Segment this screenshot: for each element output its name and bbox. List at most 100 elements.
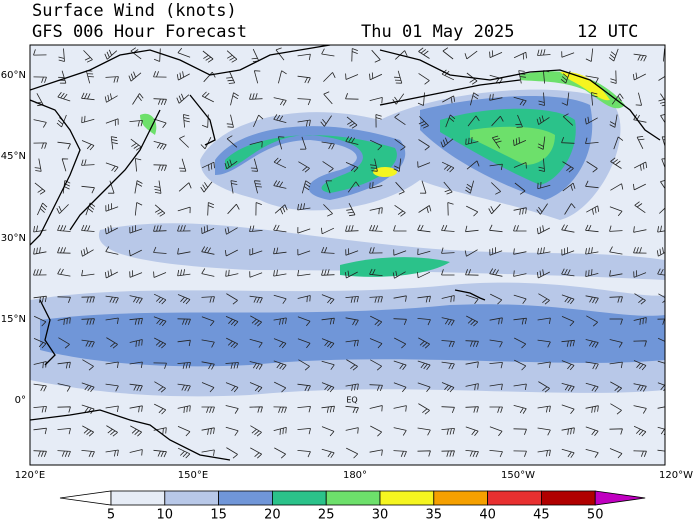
wind-barb <box>321 48 335 57</box>
wind-barb <box>418 403 430 415</box>
wind-barb <box>129 249 142 257</box>
wind-barb <box>441 382 455 393</box>
wind-barb <box>442 95 456 104</box>
wind-barb <box>610 157 622 169</box>
wind-barb <box>561 294 575 305</box>
wind-barb <box>105 449 119 457</box>
wind-barb <box>249 271 263 278</box>
lat-label: 30°N <box>1 233 26 244</box>
wind-barb <box>369 405 383 412</box>
wind-barb <box>153 449 167 458</box>
wind-barb <box>297 227 311 234</box>
wind-barb <box>201 114 209 128</box>
wind-barb <box>513 383 527 390</box>
wind-barb <box>273 97 287 106</box>
wind-barb <box>560 70 571 84</box>
wind-barb <box>104 225 118 235</box>
wind-barb <box>154 180 162 194</box>
wind-barb <box>345 339 359 347</box>
wind-barb <box>297 53 311 61</box>
colorbar-segment <box>110 490 166 506</box>
wind-barb <box>514 359 527 371</box>
wind-barb <box>224 249 238 257</box>
wind-barb <box>321 382 335 393</box>
wind-barb <box>369 384 383 392</box>
wind-barb <box>586 205 600 215</box>
wind-barb <box>513 162 527 169</box>
wind-barb <box>129 225 143 234</box>
wind-barb <box>470 92 479 106</box>
wind-barb <box>657 268 665 276</box>
wind-barb <box>297 428 311 435</box>
wind-barb <box>128 71 142 82</box>
map-field <box>30 45 665 465</box>
wind-barb <box>465 383 479 391</box>
wind-barb <box>277 136 285 150</box>
wind-barb <box>129 339 143 347</box>
wind-barb <box>609 296 623 303</box>
wind-barb <box>537 181 551 190</box>
wind-barb <box>537 136 546 150</box>
wind-barb <box>81 339 95 348</box>
wind-barb <box>370 359 382 371</box>
wind-barb <box>537 339 551 348</box>
wind-barb <box>321 141 335 150</box>
wind-barb <box>394 70 403 84</box>
wind-barb <box>513 428 527 435</box>
wind-barb <box>537 427 551 436</box>
colorbar-label: 50 <box>587 508 604 523</box>
wind-barb <box>445 114 456 128</box>
wind-barb <box>537 49 551 56</box>
wind-barb <box>254 180 262 194</box>
wind-barb <box>417 295 431 303</box>
wind-barb <box>561 360 575 371</box>
wind-barb <box>513 405 527 414</box>
wind-barb <box>561 92 570 106</box>
wind-barb <box>441 340 455 348</box>
wind-barb <box>177 362 191 369</box>
wind-barb <box>134 180 143 194</box>
wind-barb <box>585 405 599 413</box>
wind-barb <box>418 337 430 349</box>
wind-barb <box>369 139 383 151</box>
lon-label: 150°W <box>501 470 535 481</box>
coastline <box>189 94 216 146</box>
wind-barb <box>465 225 479 233</box>
wind-barb <box>154 337 167 349</box>
wind-barb <box>538 381 550 393</box>
wind-barb <box>633 53 647 62</box>
wind-barb <box>201 91 214 103</box>
wind-barb <box>513 270 527 277</box>
wind-barb <box>273 180 287 189</box>
wind-barb <box>225 316 239 327</box>
wind-barb <box>273 317 287 325</box>
wind-barb <box>225 426 239 436</box>
wind-barb <box>346 359 358 371</box>
wind-barb <box>57 383 71 392</box>
wind-band <box>40 304 665 367</box>
wind-barb <box>345 405 359 414</box>
wind-barb <box>489 450 503 458</box>
wind-barb <box>417 161 431 168</box>
coastline <box>379 79 521 106</box>
wind-barb <box>613 136 624 150</box>
wind-barb <box>513 96 527 106</box>
wind-barb <box>153 71 167 78</box>
wind-barb <box>153 225 167 232</box>
wind-barb <box>489 50 503 58</box>
wind-barb <box>465 269 479 276</box>
wind-barb <box>464 249 478 257</box>
wind-barb <box>370 158 378 172</box>
wind-barb <box>273 157 287 169</box>
wind-barb <box>514 182 526 195</box>
wind-barb <box>345 73 359 80</box>
wind-barb <box>440 137 454 148</box>
wind-barb <box>129 120 143 127</box>
wind-barb <box>609 270 623 277</box>
wind-barb <box>129 361 143 368</box>
wind-barb <box>226 50 238 63</box>
wind-barb <box>249 225 263 232</box>
wind-barb <box>562 161 574 173</box>
wind-barb <box>418 139 430 151</box>
wind-barb <box>417 450 431 457</box>
